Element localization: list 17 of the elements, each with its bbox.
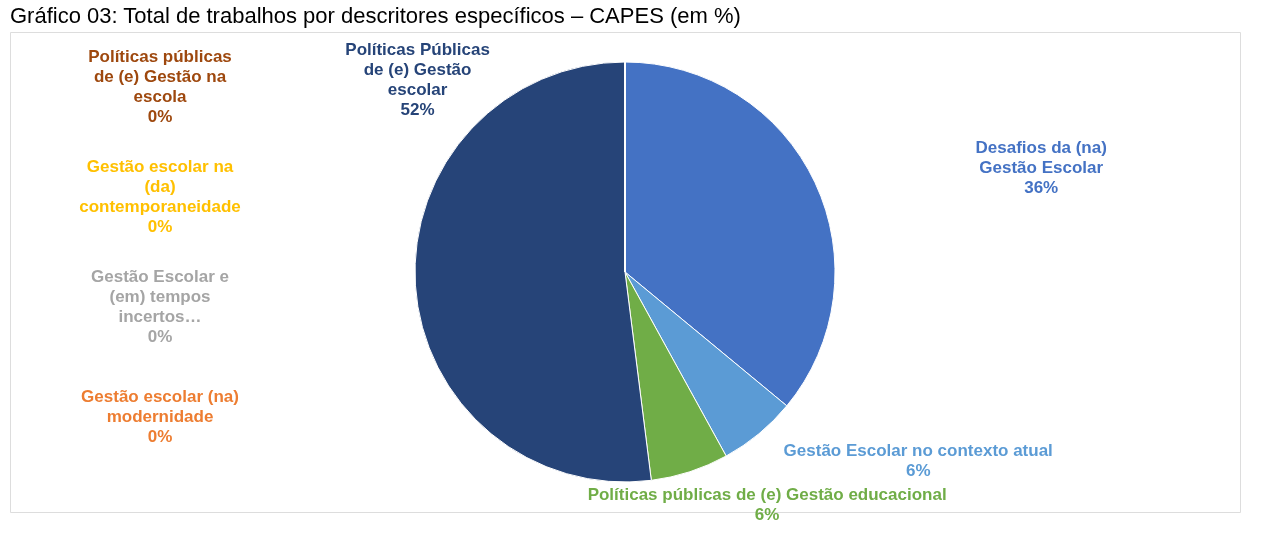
data-label: 6% [905,460,931,480]
data-label: 36% [1024,177,1059,197]
slice-label: Desafios da (na) Gestão Escolar [975,137,1107,177]
category-label: Gestão escolar (na) modernidade [81,387,239,426]
category-label: Gestão escolar na (da) contemporaneidade [79,157,241,216]
slice-label: Políticas Públicas de (e) Gestão escolar [345,39,490,99]
data-label: 52% [400,99,435,119]
chart-title: Gráfico 03: Total de trabalhos por descritores específicos – CAPES (em %) [10,3,741,28]
text: 0% [147,427,173,446]
text: 0% [147,327,173,346]
category-label: Políticas públicas de (e) Gestão na escola [88,47,232,106]
category-label: Gestão Escolar e (em) tempos incertos… [91,267,229,326]
slice-label: Políticas públicas de (e) Gestão educacional [587,485,947,505]
text: 0% [147,107,173,126]
data-label: 6% [754,505,780,525]
text: 0% [147,217,173,236]
slice-label: Gestão Escolar no contexto atual [783,440,1053,460]
